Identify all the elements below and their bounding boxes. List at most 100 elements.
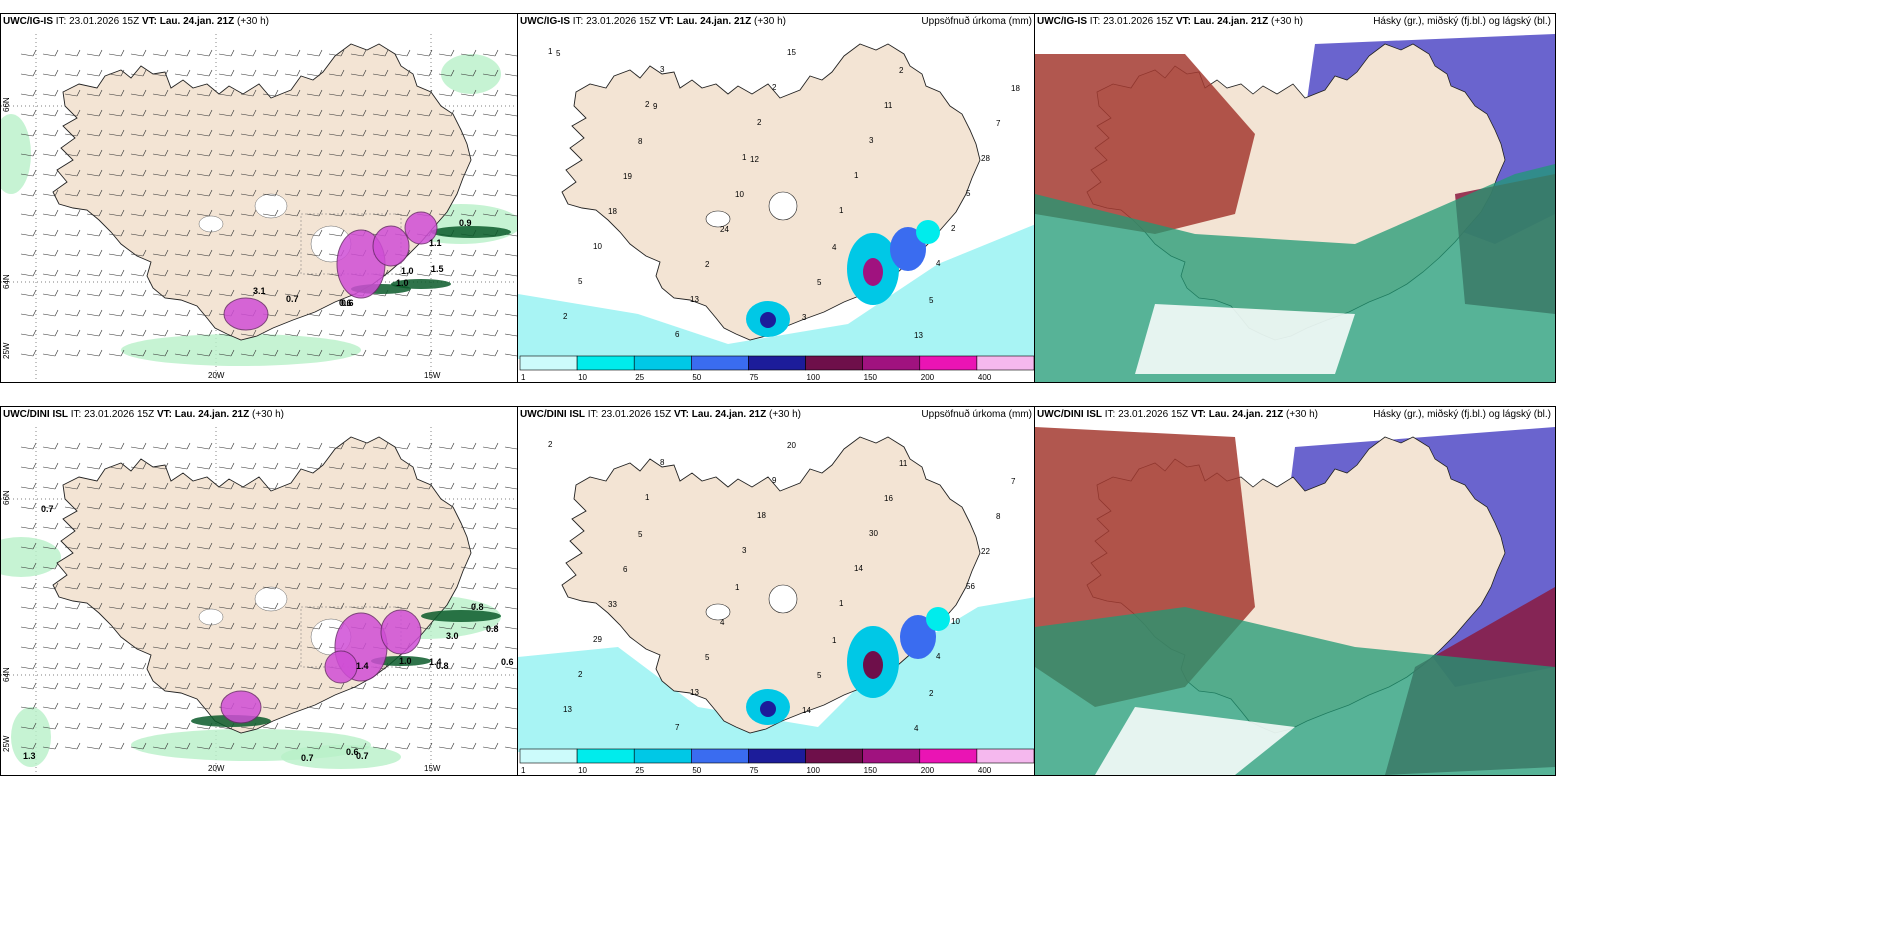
value-label: 6 [623,565,628,574]
barb-feather [340,562,345,570]
barb-feather [296,209,301,217]
barb-feather [120,502,125,510]
wind-barb [482,602,499,610]
wind-barb [482,209,499,217]
wind-barb [196,502,213,510]
wind-barb [350,442,367,450]
wind-barb [152,622,169,630]
high-cloud [1035,54,1255,234]
barb-shaft [64,253,78,257]
barb-shaft [416,506,430,510]
barb-feather [274,642,279,650]
barb-shaft [416,726,430,730]
convective-cell [404,211,438,245]
wind-barb [196,309,213,317]
barb-shaft [372,446,386,450]
barb-shaft [218,193,232,197]
barb-feather [406,109,411,117]
barb-feather [142,209,147,217]
legend-tick: 50 [692,373,701,382]
barb-shaft [152,726,166,730]
wind-barb [394,482,411,490]
barb-feather [76,642,81,650]
barb-feather [186,542,191,550]
barb-shaft [174,706,188,710]
barb-feather [76,482,81,490]
value-label: 3 [802,313,807,322]
barb-shaft [372,173,386,177]
wind-barb [20,169,37,177]
barb-feather [98,349,103,357]
barb-feather [120,662,125,670]
barb-feather [472,742,477,750]
barb-feather [384,542,389,550]
barb-feather [186,149,191,157]
wind-barb [240,329,257,337]
barb-shaft [438,566,452,570]
barb-shaft [416,133,430,137]
wind-barb [64,329,81,337]
wind-barb [86,109,103,117]
barb-feather [318,169,323,177]
wind-barb [20,89,37,97]
barb-shaft [504,173,518,177]
wind-barb [262,542,279,550]
barb-shaft [86,726,100,730]
barb-feather [362,189,367,197]
barb-shaft [196,353,210,357]
barb-shaft [394,506,408,510]
barb-shaft [174,586,188,590]
wind-barb [42,582,59,590]
barb-shaft [504,726,518,730]
barb-feather [252,582,257,590]
barb-shaft [460,173,474,177]
barb-feather [32,329,37,337]
wind-barb [130,542,147,550]
barb-feather [230,742,235,750]
barb-shaft [482,606,496,610]
wind-barb [482,682,499,690]
legend-tick: 150 [864,766,878,775]
precip-light [518,224,1036,359]
barb-shaft [174,666,188,670]
barb-feather [406,582,411,590]
barb-feather [274,462,279,470]
panel-precip-igis: UWC/IG-IS IT: 23.01.2026 15Z VT: Lau. 24… [517,13,1037,383]
barb-shaft [152,546,166,550]
barb-shaft [42,133,56,137]
barb-shaft [20,233,34,237]
wind-barb [196,249,213,257]
wind-barb [372,329,389,337]
wind-barb [64,742,81,750]
barb-shaft [218,153,232,157]
barb-feather [472,109,477,117]
value-label: 18 [1011,84,1020,93]
wind-barb [328,49,345,57]
barb-feather [98,522,103,530]
wind-barb [42,189,59,197]
barb-feather [230,462,235,470]
barb-feather [120,269,125,277]
barb-shaft [438,606,452,610]
barb-shaft [20,466,34,470]
value-label: 5 [638,530,643,539]
barb-feather [472,49,477,57]
wind-barb [284,209,301,217]
wind-barb [174,89,191,97]
barb-shaft [460,53,474,57]
barb-shaft [460,626,474,630]
barb-shaft [42,546,56,550]
barb-feather [318,289,323,297]
barb-feather [98,309,103,317]
barb-shaft [328,113,342,117]
barb-shaft [350,746,364,750]
wind-barb [372,169,389,177]
barb-shaft [86,53,100,57]
barb-shaft [108,213,122,217]
wind-barb [262,522,279,530]
wind-barb [328,522,345,530]
wind-barb [350,329,367,337]
legend-swatch [976,355,1035,371]
barb-shaft [306,333,320,337]
barb-feather [362,482,367,490]
